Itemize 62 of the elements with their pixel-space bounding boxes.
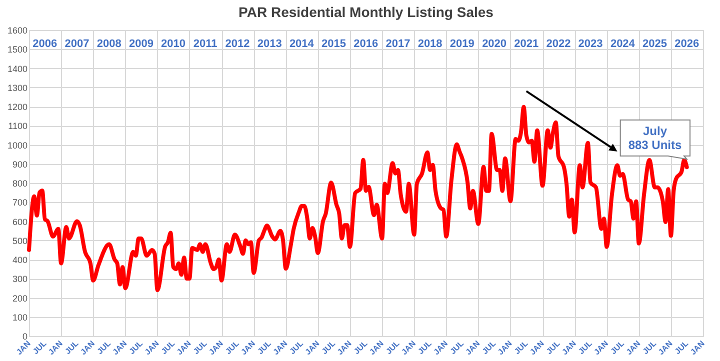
x2-tick-label: 2008 — [96, 38, 122, 50]
y-tick-label: 200 — [12, 293, 28, 304]
x-tick-label: JUL — [512, 338, 530, 356]
x-tick-label: JUL — [192, 338, 209, 356]
annotation: July 883 Units — [628, 124, 682, 152]
x-tick-label: JUL — [352, 338, 370, 356]
x-tick-label: JUL — [416, 338, 434, 356]
x2-tick-label: 2026 — [674, 38, 700, 50]
x-tick-label: JUL — [95, 338, 113, 356]
x2-tick-label: 2020 — [482, 38, 507, 50]
x2-tick-label: 2007 — [64, 38, 90, 50]
x-tick-label: JUL — [31, 338, 48, 356]
x-tick-label: JUL — [608, 338, 626, 356]
chart-title: PAR Residential Monthly Listing Sales — [238, 4, 494, 20]
x-tick-label: JUL — [576, 338, 594, 356]
x-tick-label: JUL — [127, 338, 145, 356]
x-tick-label: JUL — [480, 338, 498, 356]
y-tick-label: 500 — [12, 236, 28, 246]
y-tick-label: 1100 — [8, 121, 28, 132]
y-tick-label: 1600 — [7, 26, 28, 36]
x-tick-label: JUL — [320, 338, 338, 356]
y-tick-label: 900 — [12, 159, 28, 170]
y-tick-label: 1200 — [7, 102, 28, 112]
x2-tick-label: 2010 — [161, 38, 186, 50]
y-tick-label: 600 — [12, 216, 28, 227]
x-tick-label: JUL — [544, 338, 562, 356]
x-tick-label: JUL — [224, 338, 241, 356]
y-tick-label: 0 — [22, 332, 28, 342]
y-tick-label: 1300 — [7, 82, 28, 93]
x2-tick-label: 2012 — [225, 38, 250, 50]
x2-tick-label: 2017 — [386, 38, 410, 50]
x2-tick-label: 2019 — [450, 38, 474, 50]
y-tick-label: 100 — [12, 312, 28, 322]
y-tick-label: 1500 — [7, 44, 28, 55]
line-series — [27, 104, 689, 292]
x2-tick-label: 2021 — [514, 38, 539, 50]
x-tick-label: JUL — [288, 338, 306, 356]
y-tick-label: 1400 — [7, 64, 28, 74]
x-tick-label: JUL — [256, 338, 273, 356]
x2-tick-label: 2011 — [193, 38, 218, 50]
y-tick-label: 300 — [12, 274, 28, 284]
x2-tick-label: 2015 — [322, 38, 346, 50]
y-tick-label: 800 — [12, 178, 28, 188]
x2-tick-label: 2024 — [610, 38, 636, 50]
x2-tick-label: 2025 — [642, 38, 667, 50]
x2-tick-label: 2006 — [32, 38, 58, 50]
x2-tick-label: 2013 — [257, 38, 282, 50]
y-tick-label: 1000 — [7, 140, 28, 150]
x-tick-label: JUL — [448, 338, 466, 356]
x-tick-label: JUL — [673, 338, 690, 356]
x2-tick-label: 2022 — [546, 38, 571, 50]
x2-tick-label: 2016 — [354, 38, 378, 50]
x-tick-label: JUL — [384, 338, 402, 356]
x-tick-label: JUL — [160, 338, 177, 356]
x2-tick-label: 2014 — [289, 38, 315, 50]
x-tick-label: JUL — [63, 338, 80, 356]
x2-tick-label: 2023 — [578, 38, 603, 50]
y-tick-label: 400 — [12, 255, 28, 265]
x-tick-label: JUL — [641, 338, 658, 356]
x2-tick-label: 2009 — [128, 38, 154, 50]
x2-tick-label: 2018 — [418, 38, 442, 50]
y-tick-label: 700 — [12, 198, 28, 208]
